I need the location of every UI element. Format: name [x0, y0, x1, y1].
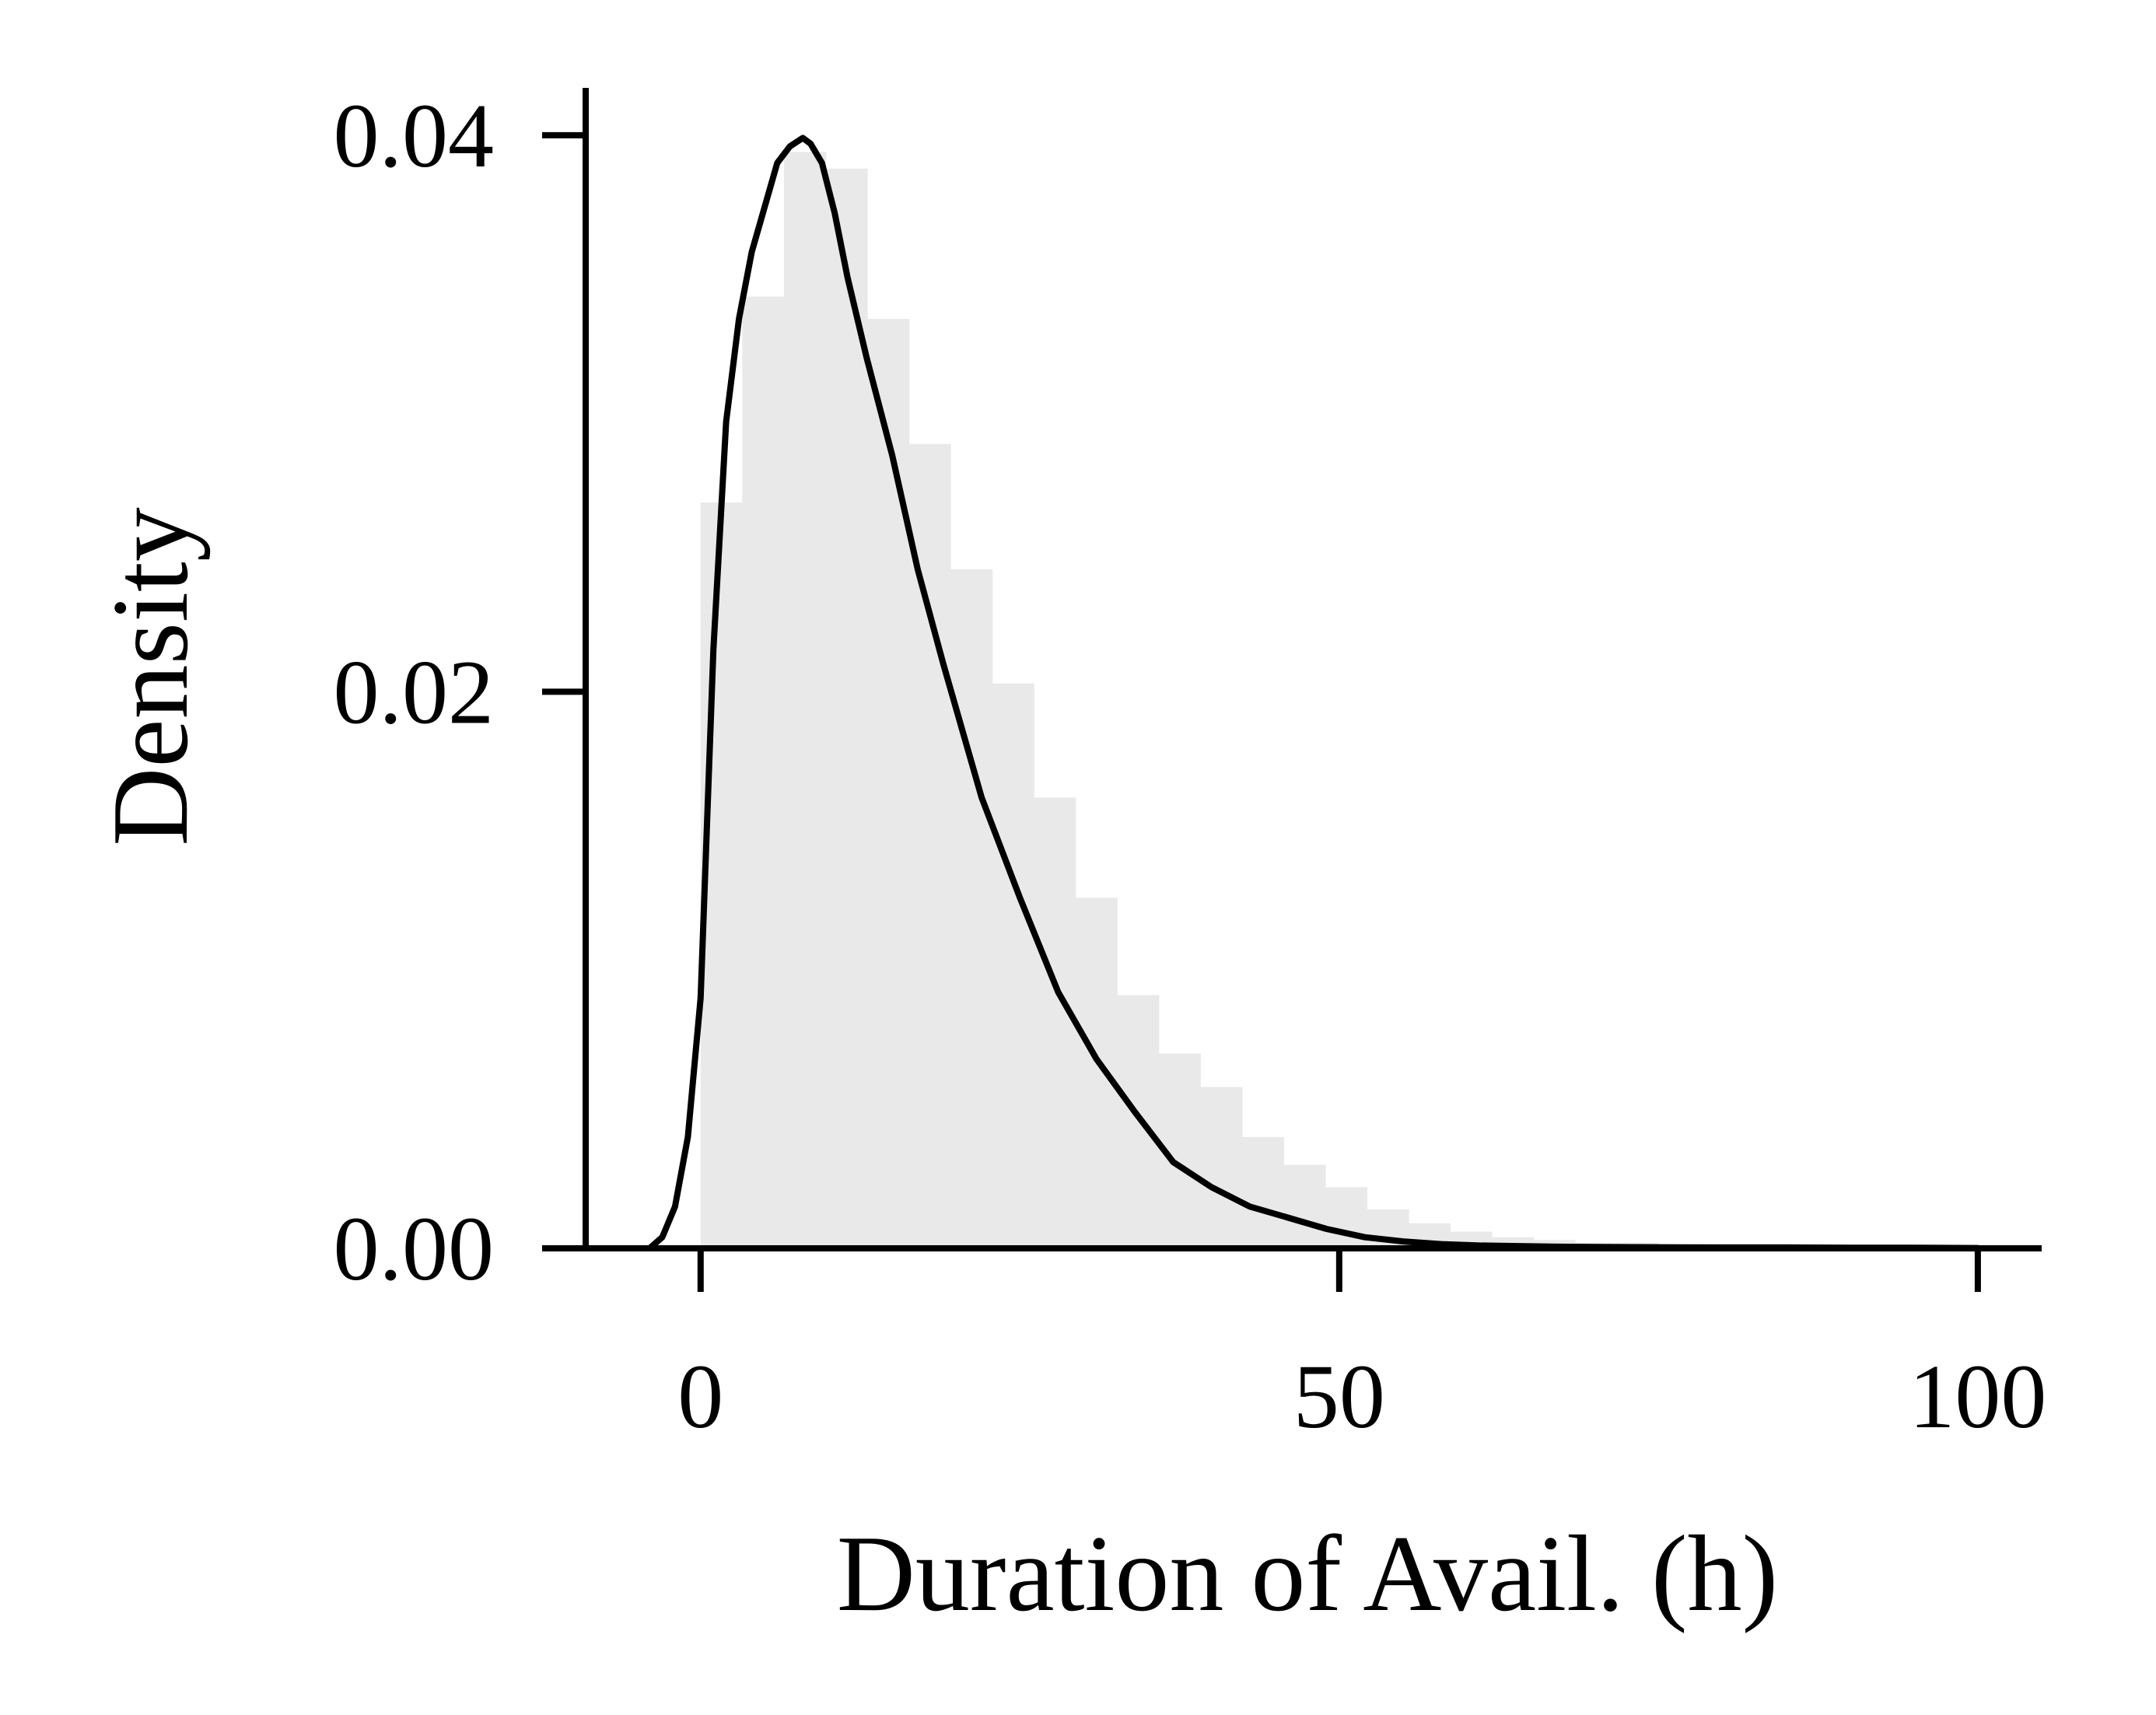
histogram-bar-8	[1034, 797, 1076, 1248]
y-tick-label-2: 0.04	[334, 85, 495, 187]
tick-marks	[542, 131, 1981, 1292]
histogram-bar-13	[1241, 1136, 1284, 1248]
histogram-bar-7	[992, 683, 1034, 1248]
histogram-bar-10	[1117, 995, 1160, 1248]
histogram-bar-3	[825, 168, 868, 1248]
x-tick-label-0: 0	[677, 1346, 723, 1447]
histogram-bar-12	[1200, 1087, 1243, 1248]
tick-labels: 0 50 100 0.00 0.02 0.04	[334, 85, 2047, 1447]
x-tick-label-2: 100	[1909, 1346, 2046, 1447]
histogram-bar-14	[1283, 1164, 1326, 1248]
y-tick-label-1: 0.02	[334, 641, 495, 743]
histogram-bar-2	[783, 152, 827, 1248]
histogram-bars	[700, 152, 1993, 1248]
x-axis-label: Duration of Avail. (h)	[837, 1514, 1778, 1634]
histogram-bar-4	[866, 319, 910, 1248]
histogram-bar-6	[950, 569, 993, 1248]
y-axis-label: Density	[90, 507, 211, 846]
y-tick-label-0: 0.00	[334, 1198, 495, 1300]
histogram-bar-1	[742, 296, 785, 1248]
x-tick-label-1: 50	[1293, 1346, 1385, 1447]
histogram-bar-5	[908, 444, 951, 1248]
histogram-bar-9	[1075, 898, 1118, 1248]
axes	[583, 88, 2042, 1251]
